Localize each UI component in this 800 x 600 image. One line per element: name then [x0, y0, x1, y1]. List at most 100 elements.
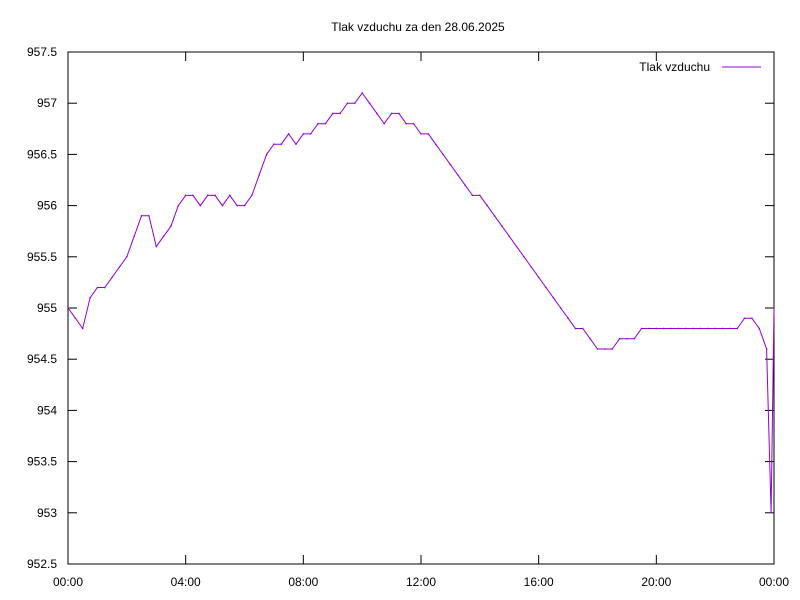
- data-point: [81, 327, 84, 330]
- x-tick-label: 12:00: [406, 575, 436, 589]
- data-point: [618, 337, 621, 340]
- y-tick-label: 955.5: [27, 250, 57, 264]
- data-point: [604, 348, 606, 350]
- data-point: [236, 204, 238, 207]
- data-point: [111, 276, 113, 279]
- data-point: [214, 194, 216, 197]
- data-point: [758, 327, 761, 330]
- data-point: [501, 225, 503, 227]
- x-tick-label: 04:00: [171, 575, 201, 589]
- data-point: [765, 348, 768, 350]
- data-point: [368, 102, 371, 104]
- data-point: [677, 327, 680, 330]
- data-point: [405, 122, 408, 125]
- data-point: [493, 215, 496, 217]
- data-point: [581, 327, 584, 330]
- data-point: [721, 327, 724, 330]
- data-point: [412, 122, 415, 125]
- data-point: [611, 348, 614, 350]
- y-tick-label: 956: [37, 199, 57, 213]
- data-point: [692, 327, 694, 330]
- y-tick-label: 952.5: [27, 557, 57, 571]
- data-point: [376, 112, 378, 115]
- data-point: [221, 204, 224, 207]
- data-point: [773, 307, 775, 309]
- y-tick-label: 957: [37, 96, 57, 110]
- data-point: [354, 102, 356, 104]
- data-point: [530, 266, 533, 268]
- y-tick-label: 953: [37, 506, 57, 520]
- data-point: [177, 204, 180, 207]
- data-point: [574, 327, 577, 330]
- data-point: [596, 348, 599, 350]
- y-tick-label: 956.5: [27, 147, 57, 161]
- data-point: [743, 317, 746, 320]
- data-point: [567, 317, 569, 320]
- data-point: [273, 143, 275, 145]
- data-point: [589, 337, 591, 340]
- data-point: [280, 143, 283, 145]
- data-point: [523, 255, 525, 258]
- data-point: [420, 133, 422, 135]
- legend-label: Tlak vzduchu: [639, 60, 710, 74]
- data-point: [96, 286, 99, 289]
- data-point: [155, 245, 158, 248]
- data-point: [751, 317, 753, 320]
- x-tick-label: 08:00: [288, 575, 318, 589]
- data-point: [449, 163, 452, 166]
- data-point: [339, 112, 341, 115]
- data-point: [699, 327, 702, 330]
- data-point: [442, 153, 444, 156]
- y-tick-label: 954.5: [27, 352, 57, 366]
- data-point: [537, 276, 540, 279]
- y-tick-label: 955: [37, 301, 57, 315]
- plot-frame: [67, 51, 775, 565]
- data-point: [317, 122, 319, 125]
- data-point: [479, 194, 481, 197]
- data-point: [515, 245, 518, 248]
- data-point: [192, 194, 194, 197]
- data-point: [126, 255, 128, 258]
- legend: Tlak vzduchu: [639, 60, 761, 74]
- data-point: [199, 204, 202, 207]
- data-point: [324, 122, 327, 125]
- data-point: [508, 235, 511, 238]
- data-point: [633, 337, 636, 340]
- x-tick-label: 20:00: [641, 575, 671, 589]
- data-point: [346, 102, 349, 104]
- data-point: [74, 317, 77, 320]
- series-line: [67, 92, 775, 513]
- data-point: [552, 296, 555, 299]
- y-axis: 952.5 953 953.5 954 954.5 955 955.5 956 956.5 957…: [27, 45, 774, 571]
- data-point: [243, 204, 246, 207]
- data-point: [545, 286, 547, 289]
- x-axis: 00:00 04:00 08:00 12:00 16:00 20:00 00:00: [53, 52, 789, 589]
- data-point: [662, 327, 665, 330]
- data-point: [148, 215, 150, 217]
- data-point: [118, 266, 121, 268]
- y-tick-label: 954: [37, 403, 57, 417]
- data-point: [471, 194, 474, 197]
- data-point: [89, 296, 91, 299]
- data-point: [714, 327, 716, 330]
- data-point: [729, 327, 731, 330]
- data-point: [456, 174, 459, 176]
- chart-title: Tlak vzduchu za den 28.06.2025: [331, 20, 505, 34]
- data-point: [648, 327, 650, 330]
- data-point: [67, 307, 69, 309]
- x-tick-label: 16:00: [524, 575, 554, 589]
- data-point: [287, 133, 290, 135]
- data-point: [390, 112, 393, 115]
- data-point: [670, 327, 672, 330]
- x-tick-label: 00:00: [759, 575, 789, 589]
- series-layer: [67, 92, 775, 514]
- data-point: [302, 133, 305, 135]
- data-point: [434, 143, 437, 145]
- data-point: [383, 122, 386, 125]
- data-point: [626, 337, 628, 340]
- data-point: [140, 215, 143, 217]
- data-point: [361, 92, 363, 94]
- data-point: [331, 112, 334, 115]
- data-point: [184, 194, 187, 197]
- data-point: [770, 512, 772, 514]
